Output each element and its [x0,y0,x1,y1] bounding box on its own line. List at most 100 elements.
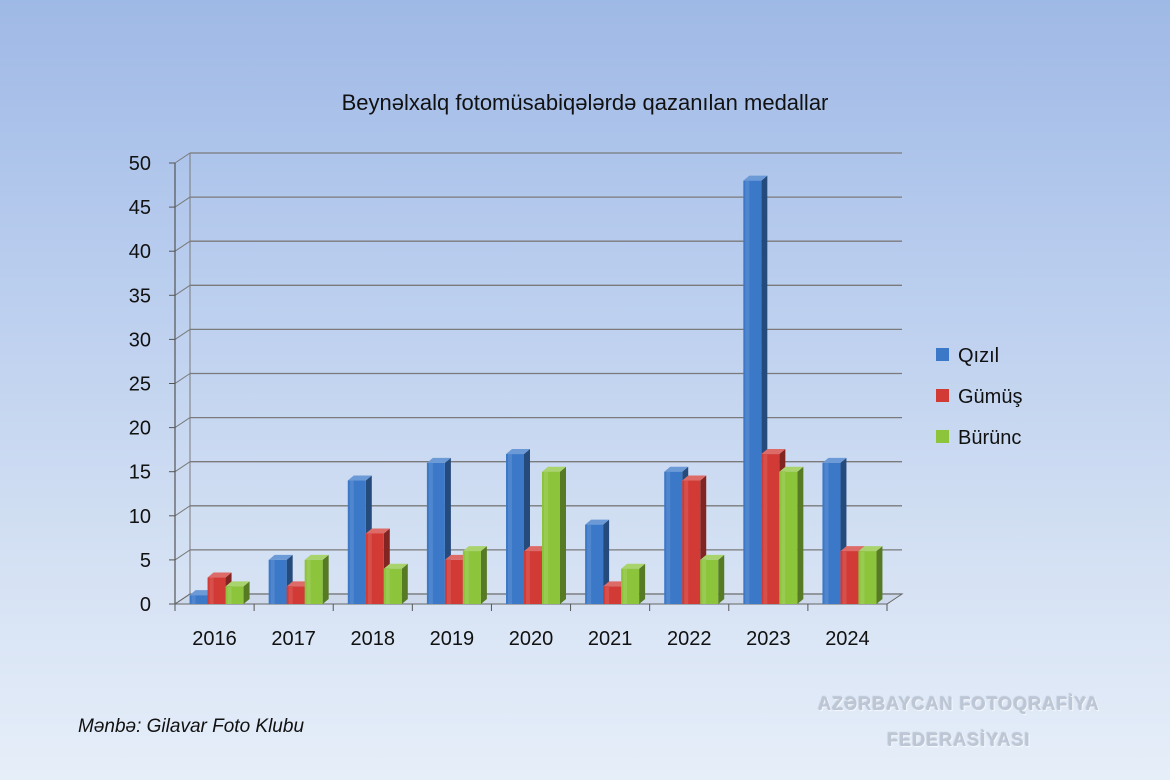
bar-highlight [367,533,372,604]
legend-label: Bürünc [958,427,1021,449]
bar [621,563,646,604]
x-tick-label: 2021 [588,628,633,650]
x-tick-label: 2020 [509,628,554,650]
bar-top [840,546,865,552]
bar-side [560,466,566,604]
bar-highlight [781,471,786,604]
bar-highlight [227,586,232,604]
bar-highlight [306,559,311,604]
chart-title: Beynəlxalq fotomüsabiqələrdə qazanılan m… [342,90,829,115]
x-tick-label: 2019 [430,628,475,650]
watermark-line-1: AZƏRBAYCAN FOTOQRAFİYA [818,694,1100,714]
bar [304,554,329,604]
grid-diagonal [174,328,191,340]
bar-front [189,595,208,604]
bar-top [761,449,786,455]
bar-highlight [587,524,592,604]
grid-diagonal [174,284,191,296]
bar-highlight [842,551,847,604]
bar [858,546,883,604]
legend-item: Qızıl [936,345,999,367]
bar-side [243,581,250,604]
bar-top [383,563,408,569]
x-tick-label: 2023 [746,628,791,650]
bar-highlight [191,595,196,604]
y-tick-label: 35 [129,285,151,307]
bar-highlight [745,180,750,604]
bar-side [639,563,646,604]
y-tick-label: 45 [129,197,151,219]
bar-top [426,457,451,463]
legend-item: Bürünc [936,427,1021,449]
bar-highlight [270,559,275,604]
y-tick-label: 40 [129,241,151,263]
grid-diagonal [174,196,191,208]
bar-highlight [684,480,689,604]
bar-top [664,466,689,472]
legend-label: Gümüş [958,386,1022,408]
bar [225,581,250,604]
bar-highlight [446,559,451,604]
bar-top [207,572,232,578]
bar [700,554,725,604]
bar-highlight [702,559,707,604]
bar-highlight [623,568,628,604]
source-note: Mənbə: Gilavar Foto Klubu [78,716,305,737]
bar-top [462,546,487,552]
bar [506,449,530,604]
bar-highlight [209,577,214,604]
grid-diagonal [174,461,191,473]
y-tick-label: 10 [129,506,151,528]
x-tick-label: 2017 [271,628,316,650]
bar-highlight [288,586,293,604]
bar-top [506,449,530,455]
legend-label: Qızıl [958,345,999,367]
legend-swatch [936,348,949,361]
bar-top [621,563,646,569]
x-tick-label: 2024 [825,628,870,650]
bar-top [585,519,610,525]
legend: Qızıl Gümüş Bürünc [936,345,1022,449]
x-tick-label: 2016 [192,628,237,650]
bar-side [876,546,883,604]
grid-diagonal [174,505,191,517]
y-tick-label: 30 [129,329,151,351]
bar-highlight [824,462,829,604]
grid-diagonal [174,373,191,384]
bar-top [365,528,390,534]
bar-highlight [544,471,548,604]
legend-swatch [936,389,949,402]
x-tick-label: 2018 [351,628,396,650]
bar-top [347,475,372,481]
bar-highlight [464,551,469,604]
legend-item: Gümüş [936,386,1022,408]
grid-diagonal [174,240,191,252]
bar [542,466,566,604]
x-tick-label: 2022 [667,628,712,650]
bar-highlight [508,454,512,604]
y-tick-label: 0 [140,594,151,616]
y-tick-label: 5 [140,550,151,572]
bar-highlight [860,551,865,604]
bar-top [682,475,707,481]
legend-swatch [936,430,949,443]
y-tick-label: 15 [129,462,151,484]
bar-layer [189,175,883,604]
bar [383,563,408,604]
bar [779,466,804,604]
grid-diagonal [174,417,191,429]
bar-top [700,554,725,560]
bar-side [797,466,804,604]
y-tick-label: 20 [129,418,151,440]
bar-highlight [385,568,390,604]
watermark-line-2: FEDERASİYASI [887,730,1031,750]
y-tick-label: 50 [129,153,151,175]
y-tick-label: 25 [129,374,151,396]
grid-diagonal [174,549,191,561]
bar-top [858,546,883,552]
watermark: AZƏRBAYCAN FOTOQRAFİYA FEDERASİYASI [800,686,1118,758]
bar-top [225,581,250,587]
bar-top [822,457,847,463]
bar-top [268,554,293,560]
